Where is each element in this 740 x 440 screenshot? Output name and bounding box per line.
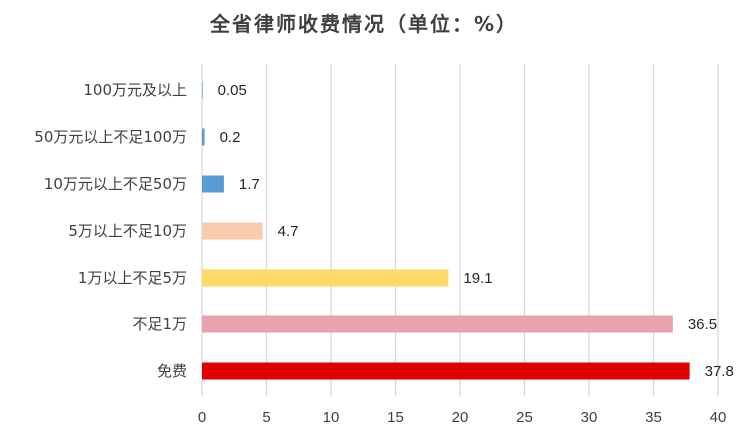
x-tick-label: 0 [198,409,206,426]
x-axis-ticks: 0 5 10 15 20 25 30 35 40 [198,409,727,426]
category-label: 100万元及以上 [83,81,187,99]
category-label: 5万以上不足10万 [68,222,187,240]
bar [202,315,673,333]
x-tick-label: 35 [645,409,662,426]
x-tick-label: 5 [262,409,270,426]
value-label: 0.2 [220,129,241,146]
gridlines [201,64,719,396]
bar [202,81,203,99]
bars [202,81,690,380]
x-tick-label: 20 [452,409,469,426]
category-label: 10万元以上不足50万 [44,175,187,193]
bar [202,175,224,193]
value-label: 37.8 [705,363,734,380]
category-labels: 100万元及以上 50万元以上不足100万 10万元以上不足50万 5万以上不足10万… [34,81,187,380]
category-label: 50万元以上不足100万 [34,128,187,146]
bar [202,128,205,146]
value-label: 1.7 [239,176,260,193]
value-label: 36.5 [688,316,717,333]
x-tick-label: 25 [516,409,533,426]
category-label: 不足1万 [132,315,187,333]
x-tick-label: 10 [323,409,340,426]
chart-title: 全省律师收费情况（单位：%） [209,12,518,36]
x-tick-label: 30 [581,409,598,426]
category-label: 免费 [157,362,187,380]
x-tick-label: 15 [387,409,404,426]
value-labels: 0.05 0.2 1.7 4.7 19.1 36.5 37.8 [218,82,734,380]
bar [202,222,263,240]
value-label: 19.1 [463,270,492,287]
x-tick-label: 40 [710,409,727,426]
bar [202,362,690,380]
bar [202,269,449,287]
value-label: 0.05 [218,82,247,99]
value-label: 4.7 [278,223,299,240]
category-label: 1万以上不足5万 [78,269,187,287]
